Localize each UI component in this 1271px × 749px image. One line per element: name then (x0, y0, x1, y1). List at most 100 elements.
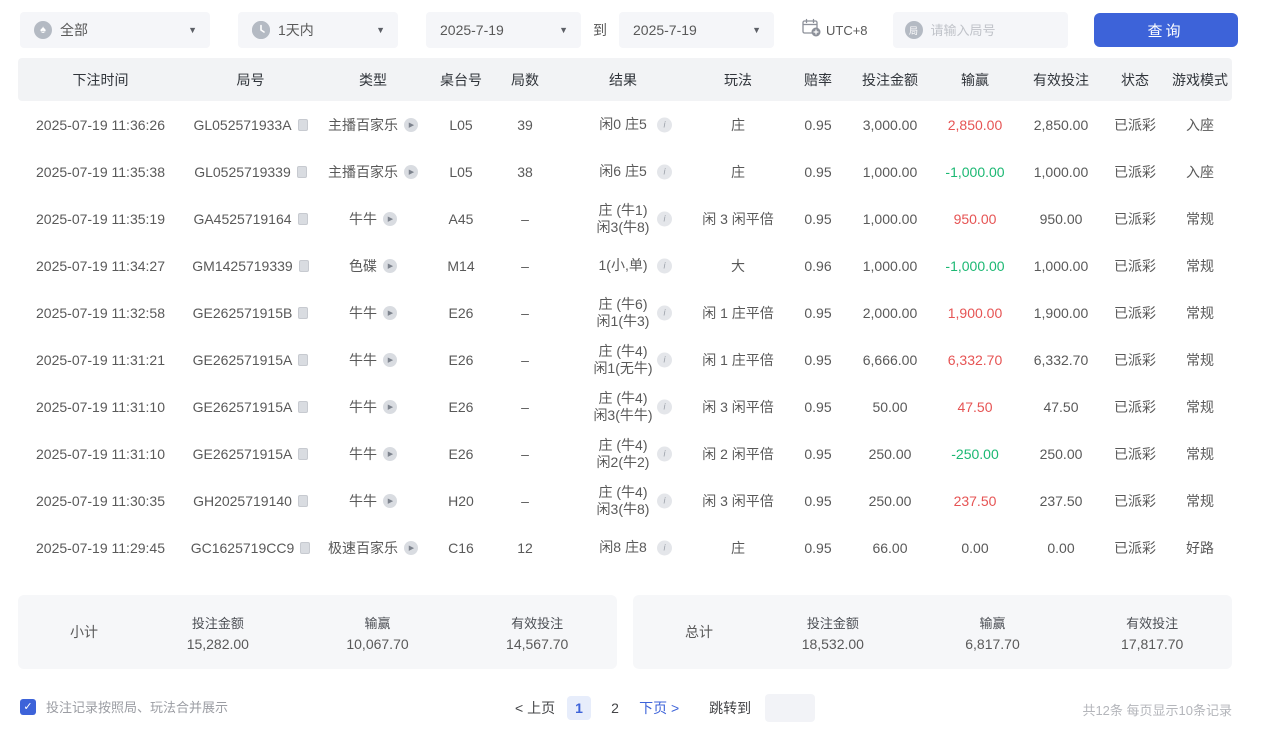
merge-checkbox[interactable]: ✓ (20, 698, 36, 715)
copy-icon[interactable] (298, 259, 309, 272)
next-page-button[interactable]: 下页 > (639, 700, 680, 716)
date-from-value: 2025-7-19 (440, 22, 504, 38)
total-box: 总计 投注金额 18,532.00 输赢 6,817.70 有效投注 17,81… (633, 595, 1232, 669)
game-mode-cell: 入座 (1186, 163, 1214, 180)
bet-amount-cell: 1,000.00 (862, 163, 918, 180)
play-icon[interactable]: ▶ (383, 305, 397, 320)
copy-icon[interactable] (300, 541, 311, 554)
game-type: 牛牛 (349, 210, 377, 227)
copy-icon[interactable] (298, 400, 309, 413)
total-valid-bet: 有效投注 17,817.70 (1121, 615, 1184, 652)
result-cell: 庄 (牛6) 闲1(牛3) i (556, 289, 690, 336)
valid-bet-cell: 250.00 (1039, 445, 1083, 462)
info-icon[interactable]: i (657, 352, 672, 367)
valid-bet-cell: 950.00 (1039, 210, 1083, 227)
table-row: 2025-07-19 11:31:10 GE262571915A 牛牛 ▶ E2… (18, 383, 1232, 430)
rounds-cell: – (521, 210, 529, 227)
rounds-cell: 39 (517, 116, 533, 133)
game-mode-cell: 常规 (1186, 210, 1214, 227)
info-icon[interactable]: i (657, 399, 672, 414)
round-id-cell: GC1625719CC9 (183, 524, 318, 571)
clock-icon (252, 21, 270, 39)
copy-icon[interactable] (297, 212, 308, 225)
odds-cell: 0.95 (804, 351, 832, 368)
column-header: 游戏模式 (1168, 58, 1232, 101)
copy-icon[interactable] (298, 306, 309, 319)
round-id-cell: GE262571915A (183, 336, 318, 383)
valid-bet-cell: 1,000.00 (1033, 163, 1089, 180)
game-type: 牛牛 (349, 492, 377, 509)
bet-amount-cell: 3,000.00 (862, 116, 918, 133)
game-type-cell: 色碟 ▶ (318, 242, 428, 289)
round-id: GH2025719140 (193, 492, 292, 509)
game-type: 极速百家乐 (328, 539, 398, 556)
odds-cell: 0.96 (804, 257, 832, 274)
play-icon[interactable]: ▶ (383, 211, 397, 226)
play-icon[interactable]: ▶ (404, 540, 418, 555)
copy-icon[interactable] (297, 118, 308, 131)
play-icon[interactable]: ▶ (383, 258, 397, 273)
bet-time-cell: 2025-07-19 11:31:10 (36, 445, 165, 462)
copy-icon[interactable] (298, 447, 309, 460)
bet-time-cell: 2025-07-19 11:35:38 (36, 163, 165, 180)
round-id-cell: GE262571915A (183, 430, 318, 477)
table-no-cell: M14 (447, 257, 475, 274)
info-icon[interactable]: i (657, 211, 672, 226)
date-from-dropdown[interactable]: 2025-7-19 ▼ (426, 12, 581, 48)
search-button[interactable]: 查询 (1093, 13, 1238, 47)
table-no-cell: L05 (449, 163, 473, 180)
info-icon[interactable]: i (657, 117, 672, 132)
prev-page-button[interactable]: < 上页 (515, 700, 556, 716)
play-icon[interactable]: ▶ (383, 446, 397, 461)
info-icon[interactable]: i (657, 258, 672, 273)
result-cell: 闲8 庄8 i (556, 524, 690, 571)
round-search-input[interactable] (930, 22, 1041, 38)
time-range-dropdown[interactable]: 1天内 ▼ (238, 12, 398, 48)
round-id-cell: GH2025719140 (183, 477, 318, 524)
bet-time-cell: 2025-07-19 11:31:10 (36, 398, 165, 415)
page-button-2[interactable]: 2 (611, 700, 619, 716)
date-to-dropdown[interactable]: 2025-7-19 ▼ (619, 12, 774, 48)
play-method-cell: 庄 (731, 163, 745, 180)
timezone-selector[interactable]: UTC+8 (801, 17, 868, 43)
result-cell: 庄 (牛4) 闲2(牛2) i (556, 430, 690, 477)
column-header: 类型 (318, 58, 428, 101)
column-header: 投注金额 (850, 58, 930, 101)
play-icon[interactable]: ▶ (383, 493, 397, 508)
subtotal-win-loss: 输赢 10,067.70 (346, 615, 409, 652)
copy-icon[interactable] (298, 353, 309, 366)
table-no-cell: A45 (448, 210, 474, 227)
play-icon[interactable]: ▶ (383, 352, 397, 367)
jump-to-input[interactable] (765, 694, 816, 722)
info-icon[interactable]: i (657, 164, 672, 179)
play-icon[interactable]: ▶ (404, 164, 418, 179)
copy-icon[interactable] (297, 494, 308, 507)
play-method-cell: 庄 (731, 116, 745, 133)
chevron-down-icon: ▼ (559, 25, 568, 35)
play-icon[interactable]: ▶ (404, 117, 418, 132)
column-header: 桌台号 (428, 58, 494, 101)
round-id: GE262571915A (192, 445, 293, 462)
game-type: 牛牛 (349, 398, 377, 415)
info-icon[interactable]: i (657, 446, 672, 461)
info-icon[interactable]: i (657, 493, 672, 508)
records-table-wrap: 下注时间 局号 类型 桌台号 局数 结果 玩法 赔率 投注金额 输赢 有效投注 状态 游戏模式 2025… (18, 58, 1232, 571)
odds-cell: 0.95 (804, 539, 832, 556)
column-header: 有效投注 (1020, 58, 1102, 101)
play-icon[interactable]: ▶ (383, 399, 397, 414)
chevron-down-icon: ▼ (376, 25, 385, 35)
page-button-1[interactable]: 1 (567, 696, 592, 720)
info-icon[interactable]: i (657, 305, 672, 320)
bet-time-cell: 2025-07-19 11:29:45 (36, 539, 165, 556)
bet-amount-cell: 66.00 (872, 539, 908, 556)
table-no-cell: E26 (448, 445, 474, 462)
game-type-dropdown[interactable]: ♠ 全部 ▼ (20, 12, 210, 48)
subtotal-label: 小计 (70, 624, 98, 640)
rounds-cell: – (521, 492, 529, 509)
table-row: 2025-07-19 11:34:27 GM1425719339 色碟 ▶ M1… (18, 242, 1232, 289)
bet-amount-cell: 2,000.00 (862, 304, 918, 321)
result-cell: 闲6 庄5 i (556, 148, 690, 195)
copy-icon[interactable] (296, 165, 307, 178)
play-method-cell: 庄 (731, 539, 745, 556)
info-icon[interactable]: i (657, 540, 672, 555)
